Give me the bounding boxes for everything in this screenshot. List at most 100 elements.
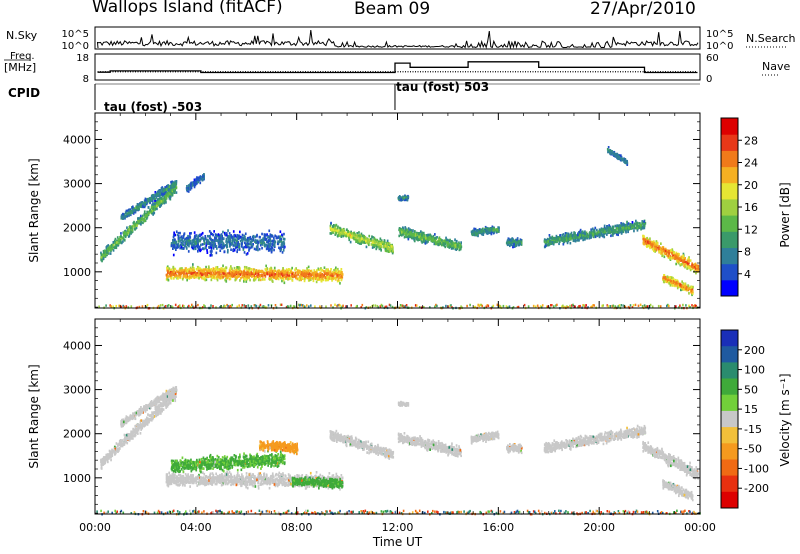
scatter-cell <box>334 224 337 227</box>
ground-scatter-cell <box>627 305 630 309</box>
scatter-cell <box>298 277 300 281</box>
scatter-cell <box>185 242 188 246</box>
ground-scatter-cell <box>341 305 343 308</box>
ground-scatter-cell <box>244 305 247 308</box>
cpid-mode-label-2: tau (fost) 503 <box>396 80 490 94</box>
scatter-cell <box>202 276 204 280</box>
scatter-cell <box>200 233 203 236</box>
scatter-cell <box>250 268 253 271</box>
scatter-cell <box>441 239 443 242</box>
scatter-cell <box>404 229 407 232</box>
scatter-cell <box>608 224 610 227</box>
scatter-cell <box>458 246 461 249</box>
scatter-cell <box>423 238 425 241</box>
scatter-cell <box>590 229 593 233</box>
ground-scatter-cell <box>319 305 321 308</box>
scatter-cell <box>478 230 480 234</box>
scatter-cell <box>474 233 477 237</box>
scatter-cell <box>266 272 269 275</box>
ground-scatter-cell <box>229 304 231 308</box>
scatter-cell <box>187 271 189 275</box>
scatter-cell <box>216 277 218 280</box>
ground-scatter-cell <box>645 305 648 308</box>
scatter-cell <box>326 271 328 275</box>
scatter-cell <box>165 273 168 277</box>
scatter-cell <box>409 231 412 235</box>
scatter-cell <box>264 238 266 241</box>
scatter-cell <box>373 236 376 240</box>
ground-scatter-cell <box>646 305 649 308</box>
scatter-cell <box>126 209 129 212</box>
ground-scatter-cell <box>125 305 128 308</box>
scatter-cell <box>221 240 224 243</box>
ground-scatter-cell <box>445 304 447 308</box>
scatter-cell <box>335 232 337 235</box>
ground-scatter-cell <box>262 305 265 308</box>
scatter-cell <box>137 217 140 220</box>
scatter-cell <box>608 226 611 230</box>
scatter-cell <box>312 279 315 283</box>
ground-scatter-cell <box>614 305 617 308</box>
ground-scatter-cell <box>583 304 585 307</box>
ground-scatter-cell <box>691 304 693 307</box>
scatter-cell <box>436 236 438 239</box>
scatter-cell <box>171 242 173 245</box>
scatter-cell <box>222 276 224 279</box>
scatter-cell <box>173 239 176 243</box>
scatter-cell <box>476 233 478 236</box>
scatter-cell <box>625 226 627 230</box>
scatter-cell <box>227 229 229 232</box>
scatter-cell <box>206 271 209 275</box>
ground-scatter-cell <box>161 303 164 307</box>
scatter-cell <box>107 244 110 247</box>
scatter-cell <box>262 278 264 281</box>
ground-scatter-cell <box>480 303 482 307</box>
scatter-cell <box>310 276 312 280</box>
ground-scatter-cell <box>491 305 494 309</box>
scatter-cell <box>278 269 280 272</box>
scatter-cell <box>610 234 612 238</box>
scatter-cell <box>340 272 343 275</box>
scatter-cell <box>166 277 169 281</box>
scatter-cell <box>551 241 554 244</box>
scatter-cell <box>216 247 218 250</box>
scatter-cell <box>379 237 382 241</box>
freq-tick-18: 18 <box>76 53 89 64</box>
scatter-cell <box>340 278 343 282</box>
scatter-cell <box>312 277 314 280</box>
scatter-cell <box>259 243 262 247</box>
scatter-cell <box>368 240 371 244</box>
scatter-cell <box>383 245 386 248</box>
scatter-cell <box>477 234 479 238</box>
ground-scatter-cell <box>356 304 358 308</box>
scatter-cell <box>134 223 137 227</box>
scatter-cell <box>581 236 583 240</box>
scatter-cell <box>451 244 454 247</box>
scatter-cell <box>210 252 212 256</box>
scatter-cell <box>187 250 190 253</box>
scatter-cell <box>189 275 191 279</box>
scatter-cell <box>548 234 551 237</box>
scatter-cell <box>110 248 113 251</box>
scatter-cell <box>404 226 407 229</box>
scatter-cell <box>254 235 256 239</box>
scatter-cell <box>589 235 591 238</box>
scatter-cell <box>145 217 148 220</box>
scatter-cell <box>128 211 130 215</box>
nave-tick-0: 0 <box>706 74 712 85</box>
scatter-cell <box>599 229 601 232</box>
scatter-cell <box>213 268 216 272</box>
scatter-cell <box>131 225 133 229</box>
scatter-cell <box>272 275 275 278</box>
scatter-cell <box>143 210 146 213</box>
scatter-cell <box>265 268 267 271</box>
scatter-cell <box>427 233 430 237</box>
ground-scatter-cell <box>612 304 615 307</box>
freq-tick-8: 8 <box>83 74 89 85</box>
scatter-cell <box>127 232 129 235</box>
ground-scatter-cell <box>450 304 452 307</box>
scatter-cell <box>102 257 105 260</box>
scatter-cell <box>565 234 568 237</box>
scatter-cell <box>181 269 184 272</box>
scatter-cell <box>236 266 239 269</box>
